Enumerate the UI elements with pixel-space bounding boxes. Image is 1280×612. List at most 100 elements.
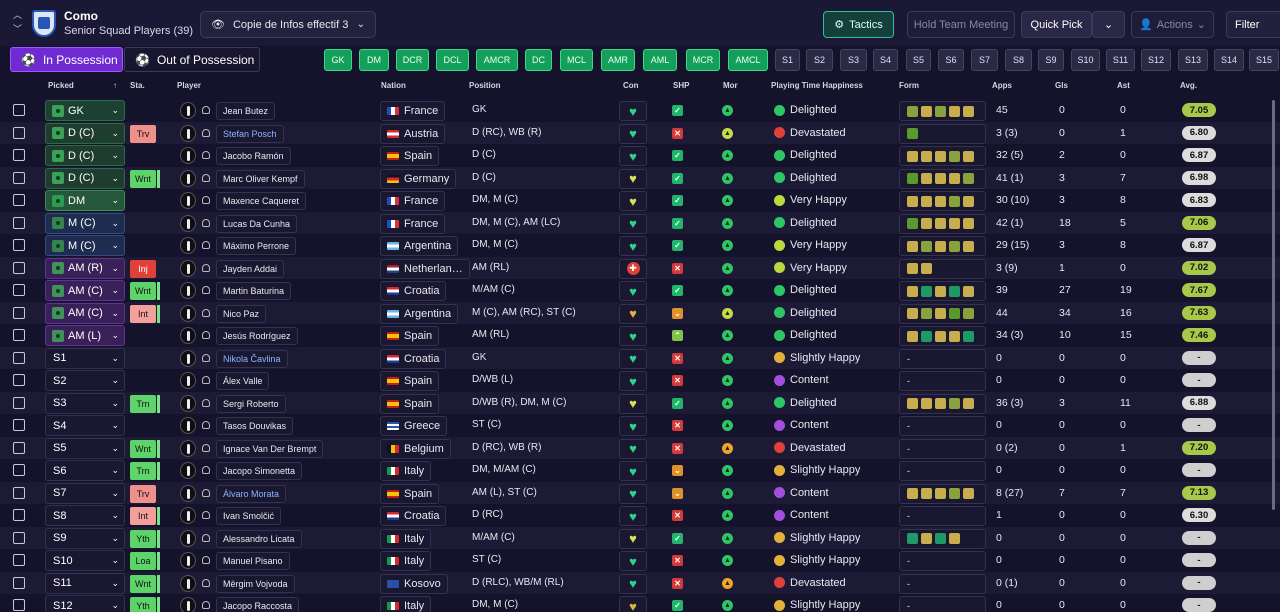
row-checkbox[interactable] (13, 419, 25, 431)
avatar[interactable] (180, 304, 196, 322)
player-name[interactable]: Sergi Roberto (216, 394, 286, 413)
table-row[interactable]: S9 ⌄ Yth Alessandro Licata Italy M/AM (C) ♥ ✓ ▲ S… (0, 526, 1280, 549)
sub-filter-pill[interactable]: S9 (1038, 49, 1064, 71)
picked-position-select[interactable]: S9 ⌄ (45, 527, 125, 549)
form-chart[interactable]: - (899, 506, 986, 526)
form-chart[interactable] (899, 258, 986, 279)
picked-position-select[interactable]: AM (C) ⌄ (45, 302, 125, 324)
table-row[interactable]: D (C) ⌄ Wnt Marc Oliver Kempf Germany D (C) ♥ ✓… (0, 166, 1280, 189)
picked-position-select[interactable]: M (C) ⌄ (45, 235, 125, 256)
status-badge[interactable]: Trn (130, 462, 160, 480)
col-assists[interactable]: Ast (1117, 81, 1130, 90)
row-checkbox[interactable] (13, 599, 25, 611)
col-player[interactable]: Player (177, 81, 202, 90)
row-checkbox[interactable] (13, 284, 25, 296)
status-badge[interactable]: Wnt (130, 282, 160, 300)
avatar[interactable] (180, 214, 196, 232)
form-chart[interactable]: - (899, 573, 986, 594)
picked-position-select[interactable]: M (C) ⌄ (45, 212, 125, 234)
player-name[interactable]: Ivan Smolčić (216, 507, 282, 525)
avatar[interactable] (180, 237, 196, 254)
position-filter-pill[interactable]: AMCR (476, 49, 518, 71)
avatar[interactable] (180, 597, 196, 612)
nation-chip[interactable]: Spain (380, 483, 440, 504)
table-row[interactable]: S2 ⌄ Álex Valle Spain D/WB (L) ♥ ✕ ▲ Content - 0 0 0… (0, 369, 1280, 392)
avatar[interactable] (180, 507, 196, 524)
position-filter-pill[interactable]: DCR (396, 49, 429, 71)
picked-position-select[interactable]: DM ⌄ (45, 190, 125, 211)
status-badge[interactable]: Inj (130, 259, 156, 278)
filter-button[interactable]: Filter (1226, 11, 1280, 38)
avatar[interactable] (180, 462, 196, 479)
nation-chip[interactable]: France (380, 213, 446, 234)
player-name[interactable]: Martin Baturina (216, 282, 292, 300)
sort-arrow-icon[interactable]: ↑ (113, 81, 117, 90)
col-nation[interactable]: Nation (381, 81, 406, 90)
picked-position-select[interactable]: S3 ⌄ (45, 392, 125, 414)
status-badge[interactable]: Int (130, 507, 160, 525)
row-checkbox[interactable] (13, 374, 25, 386)
position-filter-pill[interactable]: MCR (686, 49, 720, 71)
player-name[interactable]: Jesús Rodríguez (216, 327, 298, 345)
avatar[interactable] (180, 169, 196, 187)
actions-button[interactable]: 👤 Actions ⌄ (1131, 11, 1214, 38)
player-name[interactable]: Manuel Pisano (216, 552, 290, 570)
table-row[interactable]: S6 ⌄ Trn Jacopo Simonetta Italy DM, M/AM (C) ♥… (0, 459, 1280, 482)
nation-chip[interactable]: Argentina (380, 236, 459, 256)
row-checkbox[interactable] (13, 554, 25, 566)
avatar[interactable] (180, 552, 196, 569)
sub-filter-pill[interactable]: S1 (775, 49, 800, 71)
avatar[interactable] (180, 349, 196, 367)
table-row[interactable]: S4 ⌄ Tasos Douvikas Greece ST (C) ♥ ✕ ▲ Content -… (0, 414, 1280, 437)
form-chart[interactable] (899, 483, 986, 504)
status-badge[interactable]: Yth (130, 529, 160, 548)
picked-position-select[interactable]: S5 ⌄ (45, 437, 125, 459)
picked-position-select[interactable]: S7 ⌄ (45, 482, 125, 504)
picked-position-select[interactable]: S12 ⌄ (45, 595, 125, 612)
table-row[interactable]: S8 ⌄ Int Ivan Smolčić Croatia D (RC) ♥ ✕ ▲ Conten… (0, 504, 1280, 527)
status-badge[interactable]: Loa (130, 552, 160, 570)
status-badge[interactable]: Trv (130, 484, 156, 503)
form-chart[interactable]: - (899, 461, 986, 481)
row-checkbox[interactable] (13, 216, 25, 229)
player-name[interactable]: Jacopo Simonetta (216, 462, 303, 480)
row-checkbox[interactable] (13, 396, 25, 409)
avatar[interactable] (180, 124, 196, 142)
status-badge[interactable]: Wnt (130, 169, 160, 188)
col-condition[interactable]: Con (623, 81, 639, 90)
table-row[interactable]: S3 ⌄ Trn Sergi Roberto Spain D/WB (R), DM, M … (0, 391, 1280, 414)
nav-arrows[interactable]: ︿ ﹀ (13, 10, 23, 34)
player-name[interactable]: Marc Oliver Kempf (216, 169, 305, 188)
avatar[interactable] (180, 484, 196, 502)
sub-filter-pill[interactable]: S4 (873, 49, 898, 71)
player-name[interactable]: Lucas Da Cunha (216, 214, 298, 233)
form-chart[interactable] (899, 393, 986, 414)
nation-chip[interactable]: Spain (380, 326, 440, 346)
picked-position-select[interactable]: S2 ⌄ (45, 370, 125, 391)
avatar[interactable] (180, 102, 196, 119)
nation-chip[interactable]: Belgium (380, 438, 451, 459)
table-row[interactable]: S10 ⌄ Loa Manuel Pisano Italy ST (C) ♥ ✕ ▲ Slight… (0, 549, 1280, 572)
player-name[interactable]: Álvaro Morata (216, 484, 287, 503)
sub-filter-pill[interactable]: S7 (971, 49, 998, 71)
form-chart[interactable] (899, 326, 986, 346)
table-row[interactable]: S1 ⌄ Nikola Čavlina Croatia GK ♥ ✕ ▲ Slightly Ha… (0, 346, 1280, 369)
row-checkbox[interactable] (13, 104, 25, 116)
player-name[interactable]: Mërgim Vojvoda (216, 574, 295, 593)
table-row[interactable]: AM (R) ⌄ Inj Jayden Addai Netherlan… AM (RL) ✚… (0, 256, 1280, 279)
form-chart[interactable]: - (899, 416, 986, 436)
form-chart[interactable] (899, 123, 986, 144)
row-checkbox[interactable] (13, 149, 25, 161)
avatar[interactable] (180, 282, 196, 299)
row-checkbox[interactable] (13, 441, 25, 454)
form-chart[interactable]: - (899, 551, 986, 571)
col-position[interactable]: Position (469, 81, 501, 90)
form-chart[interactable] (899, 191, 986, 211)
picked-position-select[interactable]: S4 ⌄ (45, 415, 125, 436)
tactics-button[interactable]: ⚙ Tactics (823, 11, 894, 38)
sub-filter-pill[interactable]: S11 (1106, 49, 1135, 71)
col-average[interactable]: Avg. (1180, 81, 1198, 90)
row-checkbox[interactable] (13, 239, 25, 251)
scrollbar[interactable] (1272, 100, 1275, 510)
nation-chip[interactable]: Argentina (380, 303, 459, 324)
